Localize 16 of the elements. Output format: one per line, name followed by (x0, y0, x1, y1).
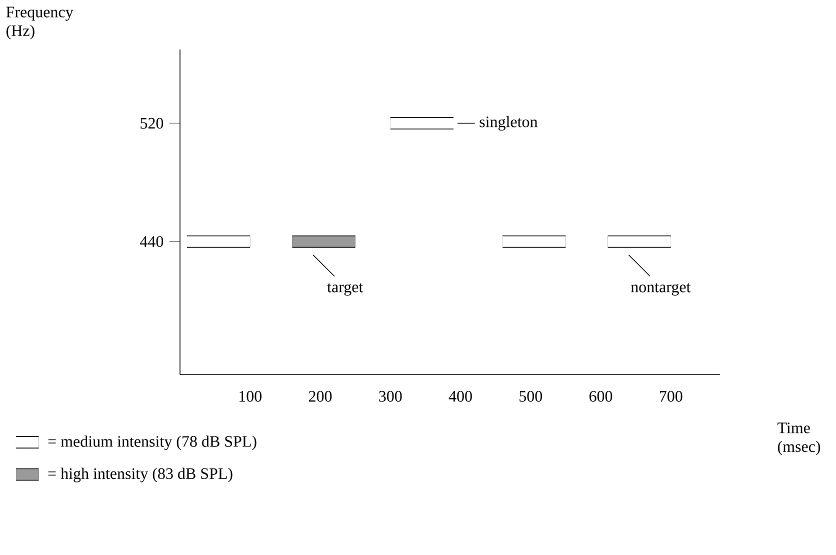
y-tick-label: 520 (140, 118, 164, 129)
y-tick-label: 440 (140, 236, 164, 248)
annotation: nontarget (630, 283, 691, 296)
x-tick-label: 500 (520, 391, 542, 402)
x-tick-label: 300 (379, 391, 402, 402)
x-axis-title: Time (msec) (778, 422, 820, 456)
x-tick-label: 100 (240, 391, 262, 402)
annotation: singleton (480, 116, 538, 131)
annotation: target (327, 283, 364, 296)
x-tick-label: 600 (589, 391, 612, 402)
y-axis-title: Frequency (Hz) (6, 6, 74, 40)
x-tick-label: 700 (660, 391, 682, 402)
legend-label: = high intensity (83 dB SPL) (48, 468, 232, 482)
x-tick-label: 400 (448, 391, 472, 402)
x-tick-label: 200 (308, 391, 332, 402)
legend-label: = medium intensity (78 dB SPL) (48, 436, 256, 450)
